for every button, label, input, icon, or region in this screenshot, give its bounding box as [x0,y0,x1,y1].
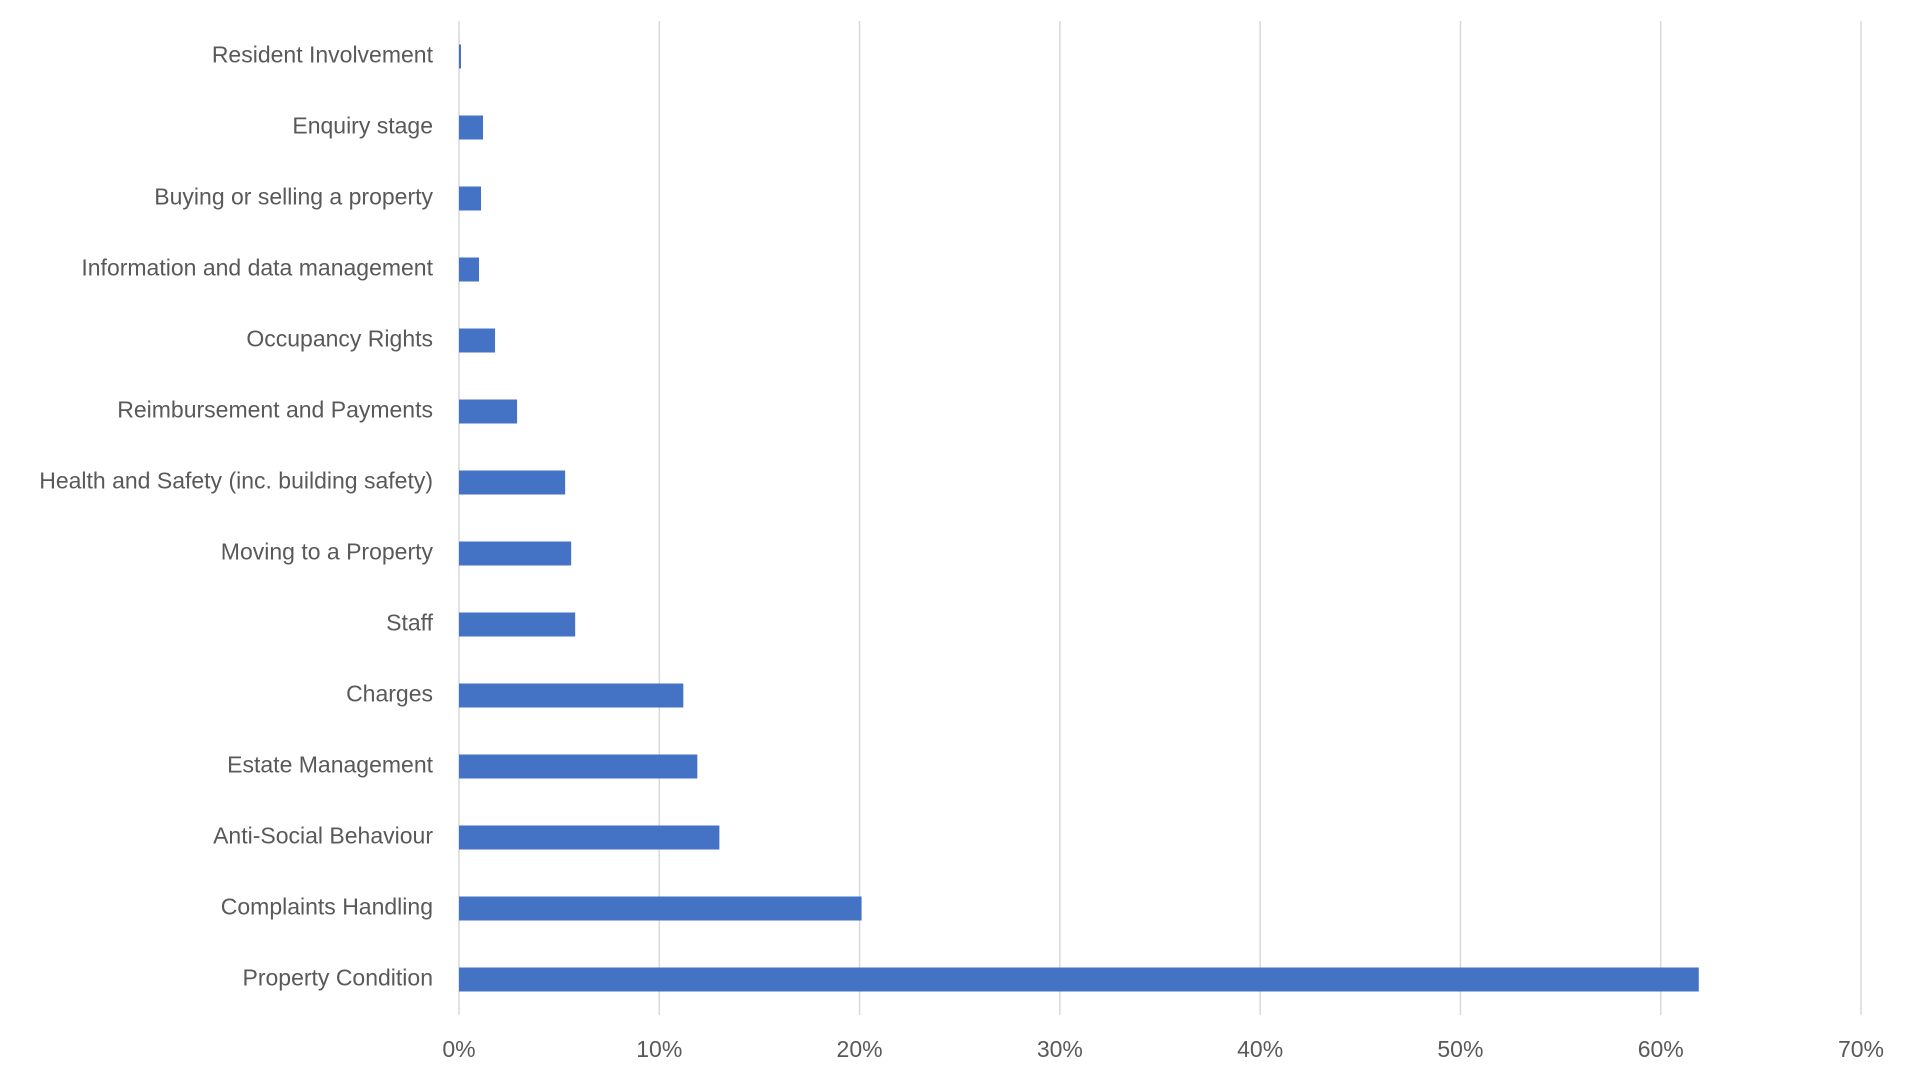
bar [459,328,496,353]
bar [459,967,1699,992]
y-tick-label: Staff [386,610,433,636]
y-tick-label: Moving to a Property [221,539,434,565]
bar [459,541,572,566]
x-tick-label: 40% [1237,1036,1283,1062]
y-tick-label: Resident Involvement [212,42,434,68]
bar [459,612,576,637]
x-tick-label: 30% [1037,1036,1083,1062]
bar [459,896,862,921]
y-tick-label: Buying or selling a property [154,184,433,210]
bar [459,683,684,708]
y-tick-label: Reimbursement and Payments [117,397,433,423]
y-tick-label: Enquiry stage [292,113,433,139]
y-tick-label: Health and Safety (inc. building safety) [39,468,433,494]
x-tick-label: 20% [837,1036,883,1062]
bar [459,115,484,140]
x-tick-label: 10% [636,1036,682,1062]
y-tick-label: Property Condition [243,965,434,991]
bar [459,825,720,850]
bar [459,186,482,211]
x-tick-label: 60% [1638,1036,1684,1062]
bar [459,399,518,424]
y-tick-label: Occupancy Rights [246,326,433,352]
y-tick-label: Charges [346,681,433,707]
bar [459,257,480,282]
y-tick-label: Anti-Social Behaviour [213,823,433,849]
bar [459,754,698,779]
y-tick-label: Complaints Handling [221,894,433,920]
x-tick-label: 0% [442,1036,475,1062]
bar [459,470,566,495]
y-tick-label: Information and data management [81,255,433,281]
bar [459,44,462,69]
x-tick-label: 50% [1437,1036,1483,1062]
y-tick-label: Estate Management [227,752,433,778]
x-tick-label: 70% [1838,1036,1884,1062]
